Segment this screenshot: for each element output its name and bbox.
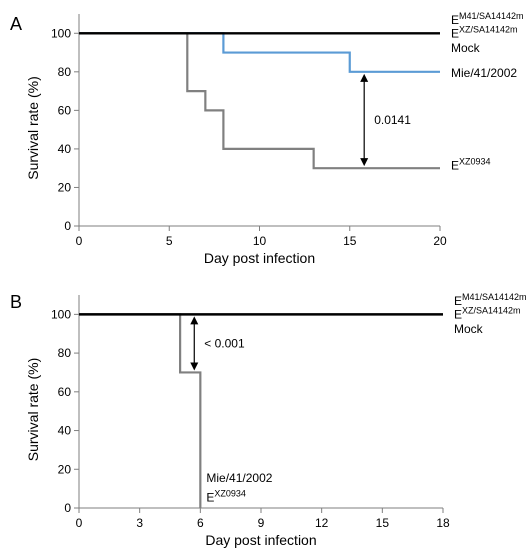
series-label-sup: M41/SA14142m: [462, 292, 527, 302]
series-label-base: Mie/41/2002: [206, 471, 272, 485]
x-tick-label: 20: [433, 234, 447, 248]
series-line-grey: [79, 32, 440, 170]
x-tick-label: 15: [376, 516, 390, 530]
chart-panel-b: B 0 20 40 60 80 100 0 3 6 9 12 15 18 Day post infectio…: [10, 292, 527, 548]
series-label: EXZ0934: [206, 488, 246, 504]
y-tick-label: 100: [51, 307, 71, 321]
series-label-base: E: [206, 490, 214, 504]
p-value-label: < 0.001: [204, 336, 245, 350]
series-label-sup: XZ/SA14142m: [459, 24, 518, 34]
x-tick-label: 5: [166, 234, 173, 248]
panel-letter: B: [10, 292, 22, 312]
y-tick-label: 20: [58, 462, 72, 476]
x-tick-label: 15: [343, 234, 357, 248]
series-label-base: E: [454, 294, 462, 308]
series-label-base: E: [451, 26, 459, 40]
series-label-base: E: [451, 13, 459, 27]
arrow-head-bottom: [360, 158, 369, 167]
series-label: Mock: [454, 322, 484, 336]
y-tick-label: 40: [58, 424, 72, 438]
y-tick-label: 0: [64, 219, 71, 233]
x-axis-label: Day post infection: [204, 250, 315, 266]
series-label-base: E: [454, 307, 462, 321]
series-label: EXZ/SA14142m: [454, 305, 521, 321]
x-tick-label: 6: [197, 516, 204, 530]
series-label: EM41/SA14142m: [451, 11, 524, 27]
x-tick-label: 18: [436, 516, 450, 530]
y-tick-label: 80: [58, 65, 72, 79]
series-label-base: Mock: [454, 322, 484, 336]
p-value-label: 0.0141: [374, 113, 411, 127]
series-label: Mock: [451, 41, 481, 55]
y-tick-label: 60: [58, 103, 72, 117]
series-label-base: E: [451, 158, 459, 172]
x-tick-label: 0: [76, 234, 83, 248]
y-tick-label: 80: [58, 346, 72, 360]
series-label: Mie/41/2002: [451, 66, 517, 80]
x-axis-label: Day post infection: [205, 532, 316, 548]
y-tick-label: 0: [64, 501, 71, 515]
y-tick-label: 60: [58, 385, 72, 399]
y-tick-label: 20: [58, 180, 72, 194]
series-label-base: Mock: [451, 41, 481, 55]
y-tick-label: 100: [51, 26, 71, 40]
y-axis-label: Survival rate (%): [25, 76, 41, 179]
chart-panel-a: A 0 20 40 60 80 100 0 5 10 15 20 Day post infection S…: [10, 11, 524, 266]
x-tick-label: 12: [315, 516, 329, 530]
series-label-sup: M41/SA14142m: [459, 11, 524, 21]
series-label: EXZ/SA14142m: [451, 24, 518, 40]
series-label-sup: XZ0934: [214, 488, 246, 498]
x-tick-label: 9: [258, 516, 265, 530]
panel-letter: A: [10, 14, 22, 34]
arrow-head-bottom: [190, 362, 199, 371]
series-label: EM41/SA14142m: [454, 292, 527, 308]
series-line-grey: [79, 313, 202, 508]
arrow-head-top: [360, 73, 369, 82]
series-label-base: Mie/41/2002: [451, 66, 517, 80]
arrow-head-top: [190, 316, 199, 325]
x-tick-label: 0: [76, 516, 83, 530]
y-axis-label: Survival rate (%): [25, 358, 41, 461]
series-label: Mie/41/2002: [206, 471, 272, 485]
series-label: EXZ0934: [451, 156, 491, 172]
x-tick-label: 3: [136, 516, 143, 530]
series-label-sup: XZ/SA14142m: [462, 305, 521, 315]
series-line-blue: [79, 32, 440, 73]
series-label-sup: XZ0934: [459, 156, 491, 166]
y-tick-label: 40: [58, 142, 72, 156]
x-tick-label: 10: [253, 234, 267, 248]
